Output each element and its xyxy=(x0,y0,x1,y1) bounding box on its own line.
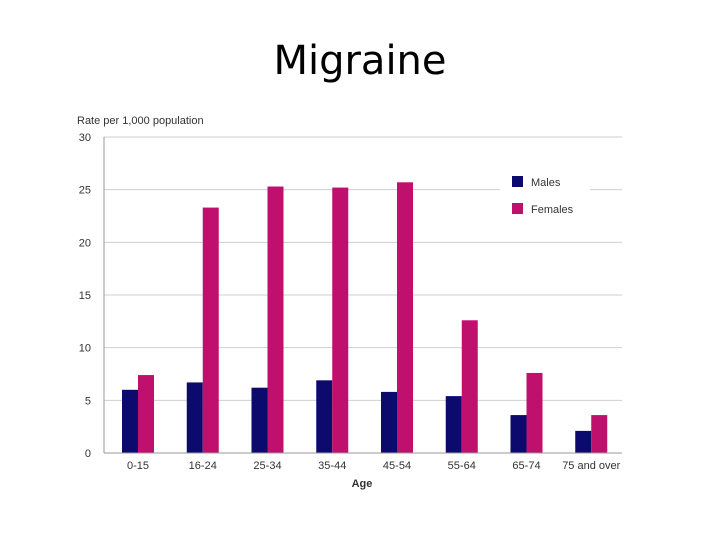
legend-label-females: Females xyxy=(531,204,574,216)
legend-swatch-males xyxy=(512,176,523,187)
y-tick-label: 5 xyxy=(85,395,91,407)
y-tick-label: 25 xyxy=(79,185,91,197)
legend: Males Females xyxy=(500,168,590,224)
bar-females xyxy=(267,186,284,454)
bar-males xyxy=(186,382,203,453)
y-tick-label: 10 xyxy=(79,343,91,355)
y-tick-label: 0 xyxy=(85,448,91,460)
bar-males xyxy=(445,396,462,453)
bar-males xyxy=(251,387,268,453)
legend-swatch-females xyxy=(512,203,523,214)
bar-males xyxy=(316,380,333,453)
x-tick-label: 65-74 xyxy=(512,460,540,472)
x-tick-label: 25-34 xyxy=(253,460,281,472)
bar-females xyxy=(202,207,219,453)
bar-males xyxy=(122,389,138,453)
bar-females xyxy=(138,375,154,453)
bar-females xyxy=(526,372,543,453)
y-tick-label: 30 xyxy=(79,132,91,144)
y-tick-label: 15 xyxy=(79,290,91,302)
x-axis-label: Age xyxy=(352,478,373,490)
bar-females xyxy=(397,182,413,453)
bar-males xyxy=(575,430,592,453)
x-tick-label: 55-64 xyxy=(448,460,476,472)
bar-females xyxy=(332,187,349,453)
x-tick-label: 75 and over xyxy=(562,460,620,472)
x-tick-label: 45-54 xyxy=(383,460,411,472)
bar-males xyxy=(510,415,527,453)
y-tick-label: 20 xyxy=(79,237,91,249)
y-axis-label: Rate per 1,000 population xyxy=(77,115,204,127)
slide-title: Migraine xyxy=(273,38,447,84)
x-tick-label: 0-15 xyxy=(127,460,149,472)
bar-females xyxy=(591,415,608,453)
bar-females xyxy=(461,320,478,453)
x-tick-label: 16-24 xyxy=(189,460,217,472)
x-tick-label: 35-44 xyxy=(318,460,346,472)
legend-label-males: Males xyxy=(531,177,561,189)
y-tick-labels: 0 5 10 15 20 25 30 xyxy=(79,132,91,460)
bar-males xyxy=(381,391,397,453)
bars xyxy=(122,182,608,454)
x-tick-labels: 0-15 16-24 25-34 35-44 45-54 55-64 65-74 75 and… xyxy=(127,460,621,472)
